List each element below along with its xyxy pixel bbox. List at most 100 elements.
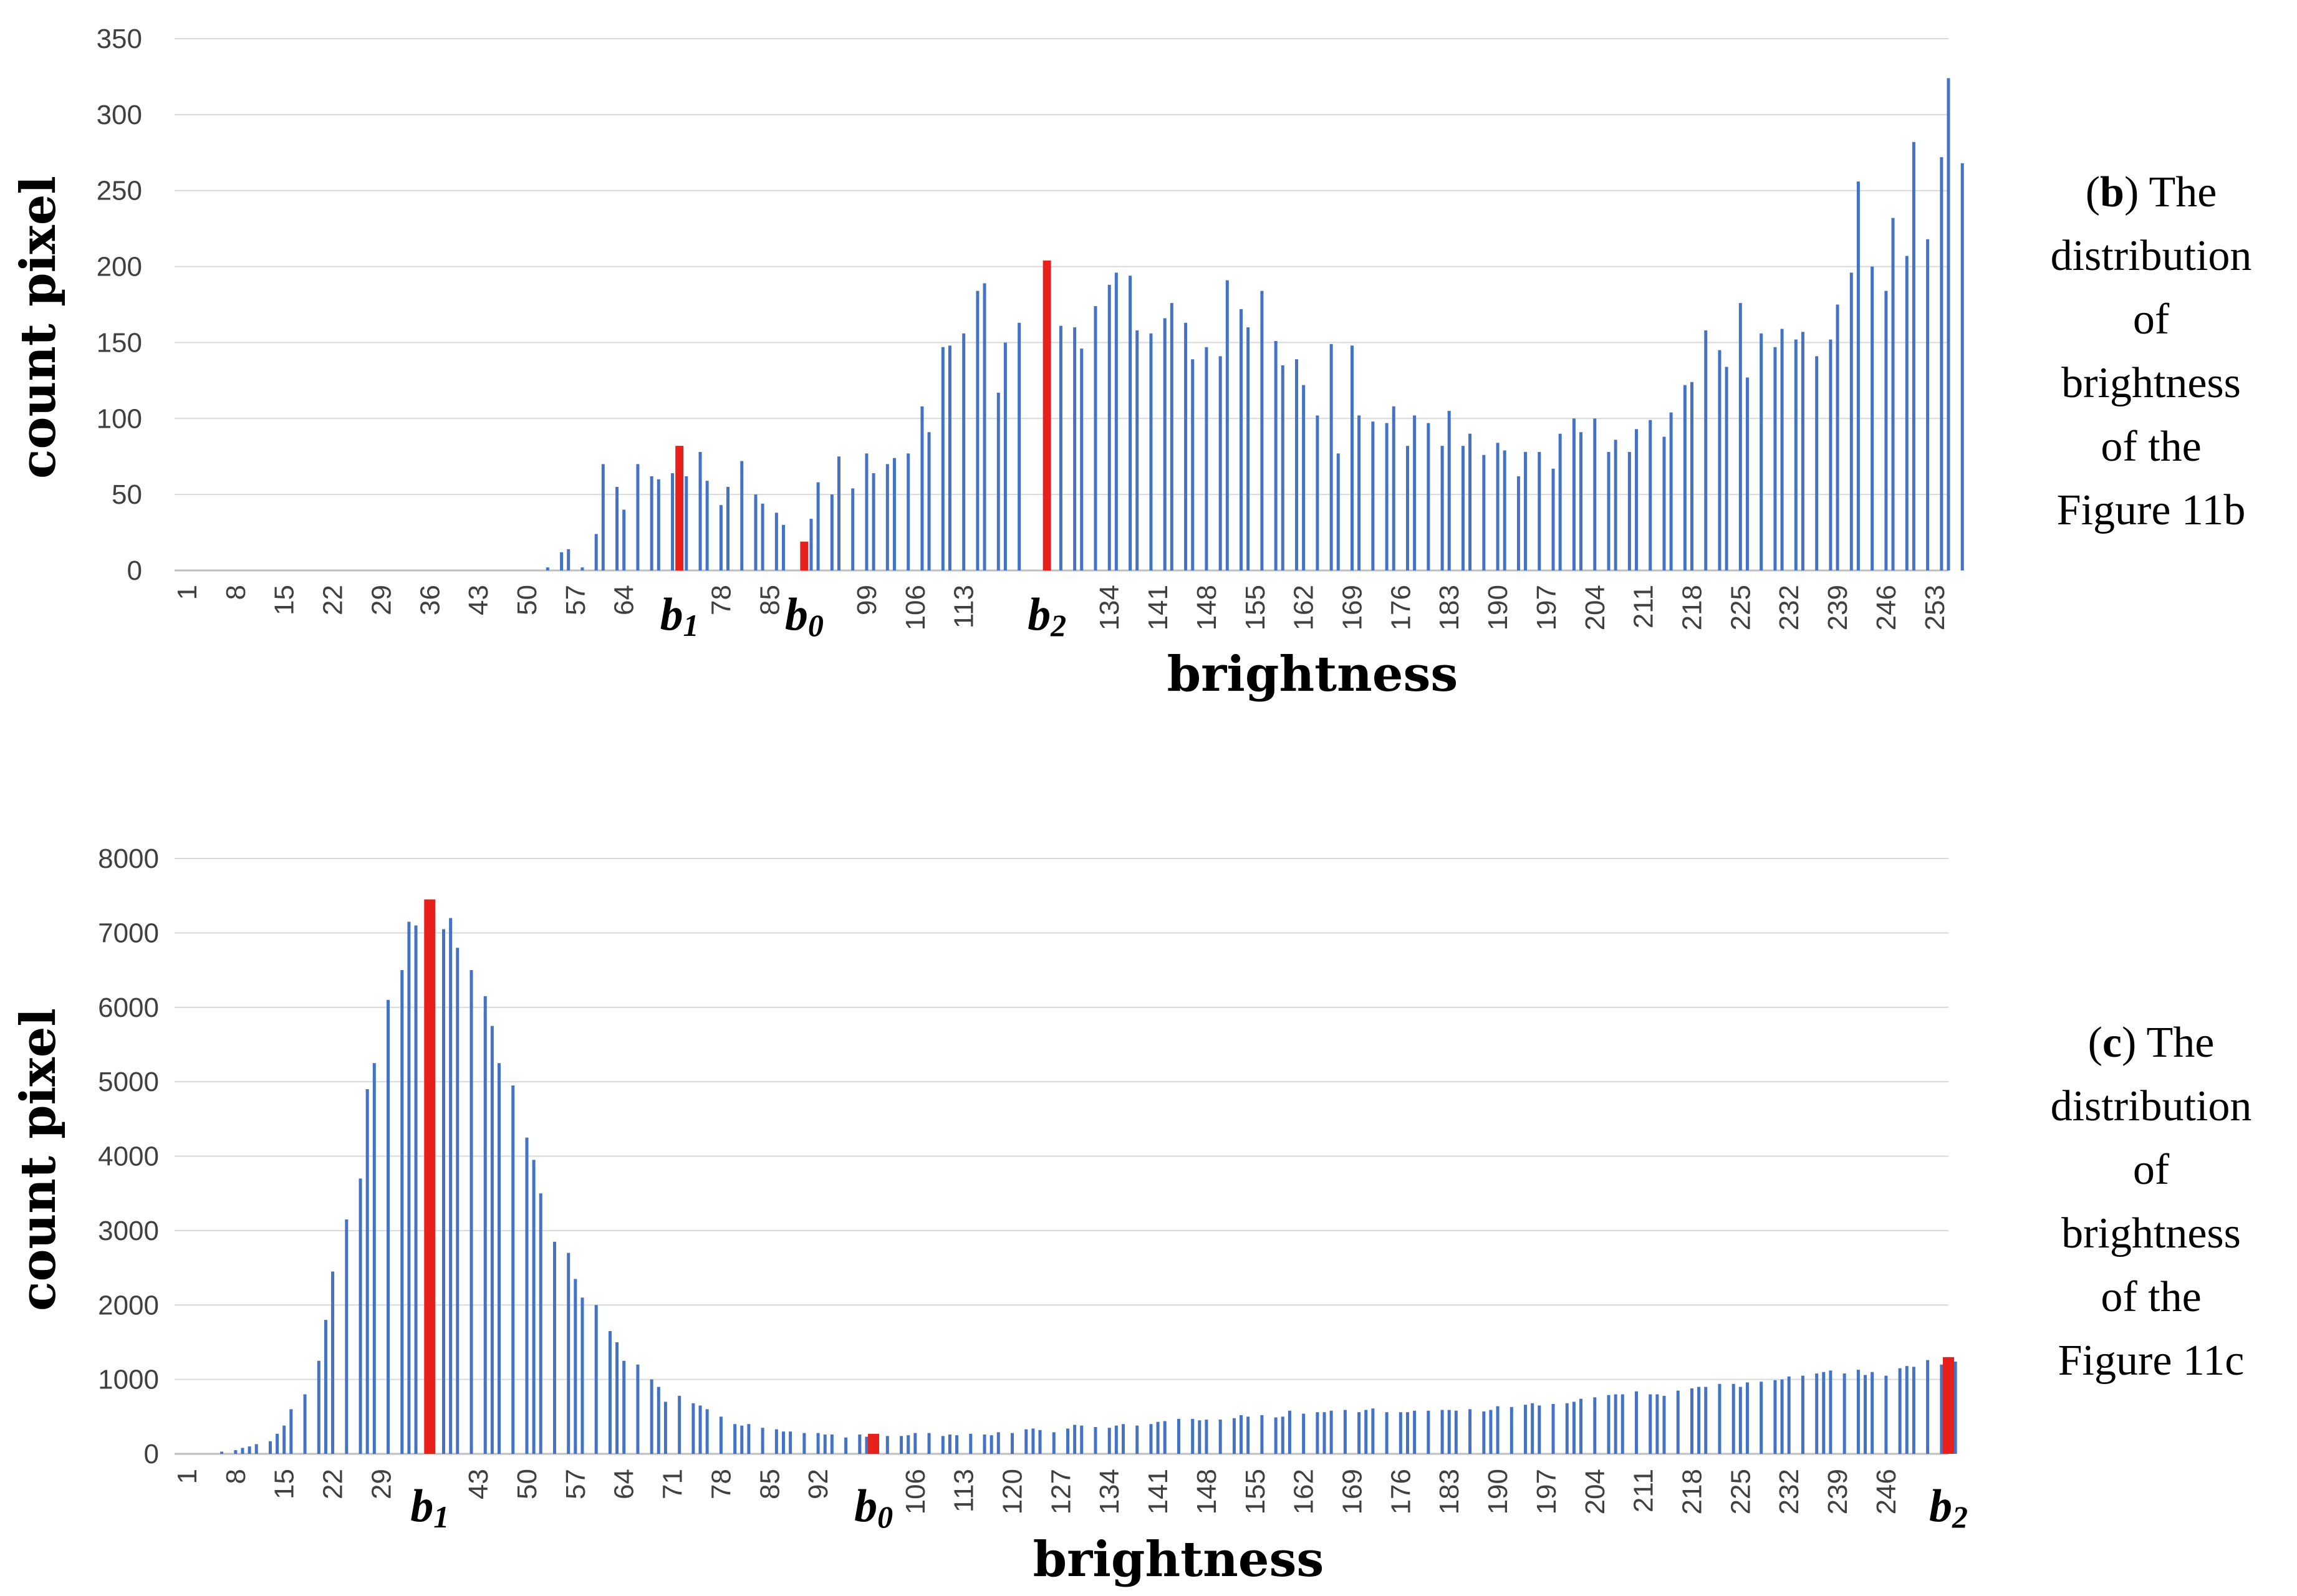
- bar: [900, 1436, 903, 1454]
- x-tick-label: 43: [463, 585, 494, 615]
- bar: [990, 1435, 993, 1454]
- bar: [1884, 291, 1888, 570]
- bar: [774, 512, 778, 570]
- bar: [1288, 1410, 1291, 1454]
- bar: [1745, 377, 1749, 570]
- bar: [317, 1360, 320, 1454]
- bar: [1704, 1387, 1708, 1454]
- x-tick-label: 92: [803, 1469, 834, 1499]
- bar: [1302, 385, 1306, 570]
- bar: [1447, 1410, 1451, 1454]
- bar: [1829, 339, 1832, 570]
- bar: [1329, 1410, 1333, 1454]
- bar: [1489, 1410, 1493, 1454]
- bar: [1281, 365, 1284, 570]
- bar: [1745, 1382, 1749, 1454]
- bar: [1191, 1418, 1195, 1454]
- bar: [1572, 1401, 1576, 1454]
- bar: [1551, 468, 1555, 570]
- bar: [1482, 1411, 1486, 1454]
- bar: [781, 524, 785, 570]
- bar: [442, 929, 446, 1454]
- x-tick-label: 239: [1823, 1469, 1853, 1514]
- bar: [1829, 1370, 1832, 1454]
- bar: [650, 1379, 653, 1454]
- bar: [830, 1434, 834, 1454]
- bar: [1260, 291, 1264, 570]
- caption-b-line: brightness: [2061, 359, 2241, 407]
- x-tick-label: 78: [706, 585, 736, 615]
- bar: [1960, 163, 1964, 570]
- bar: [1836, 304, 1839, 570]
- y-tick-label: 1000: [98, 1365, 159, 1395]
- bar: [705, 481, 709, 570]
- bar: [1579, 432, 1583, 570]
- x-tick-label: 15: [269, 585, 300, 615]
- x-tick-label: 50: [512, 585, 542, 615]
- bar: [636, 1364, 640, 1454]
- caption-c-line: Figure 11c: [2058, 1337, 2245, 1385]
- y-tick-label: 150: [97, 327, 142, 358]
- x-tick-label: 1: [172, 585, 203, 600]
- bar: [1662, 1395, 1666, 1454]
- bar: [1891, 218, 1895, 570]
- bar: [941, 1436, 945, 1454]
- bar: [816, 1433, 820, 1454]
- bar: [1898, 1368, 1902, 1454]
- bar: [1274, 340, 1278, 570]
- bar: [1295, 359, 1299, 570]
- x-tick-label: 36: [415, 585, 445, 615]
- threshold-marker: b2: [1929, 1481, 1968, 1534]
- bar: [885, 1436, 889, 1454]
- caption-b-letter: b: [2100, 168, 2124, 216]
- x-tick-label: 204: [1580, 1469, 1611, 1514]
- bar: [248, 1446, 251, 1454]
- x-tick-label: 29: [366, 1469, 397, 1499]
- bar: [1760, 333, 1763, 570]
- bar: [372, 1063, 376, 1454]
- bar: [532, 1160, 536, 1454]
- bar: [1635, 1391, 1639, 1454]
- x-tick-label: 106: [900, 585, 931, 630]
- bar: [962, 333, 966, 570]
- bar: [892, 458, 896, 570]
- bar: [1413, 1410, 1417, 1454]
- bar: [1801, 1375, 1804, 1454]
- bar: [1427, 1410, 1430, 1454]
- bar: [1760, 1382, 1763, 1454]
- bar: [1413, 415, 1417, 570]
- bar: [1482, 454, 1486, 570]
- highlight-bar: [675, 446, 684, 570]
- bar: [1926, 239, 1930, 570]
- bar: [574, 1279, 577, 1454]
- bar: [1405, 446, 1409, 570]
- bar: [1246, 1416, 1250, 1454]
- x-tick-label: 71: [658, 1469, 688, 1499]
- bar: [1177, 1418, 1180, 1454]
- bar: [1558, 433, 1562, 570]
- y-tick-label: 250: [97, 176, 142, 206]
- x-tick-label: 141: [1143, 1469, 1173, 1514]
- y-tick-label: 5000: [98, 1067, 159, 1097]
- bar: [1676, 1390, 1680, 1454]
- bar: [1149, 1424, 1153, 1454]
- bar: [927, 1433, 931, 1454]
- bar: [1240, 309, 1243, 570]
- bar: [1510, 1406, 1513, 1454]
- bar: [1815, 356, 1819, 570]
- bar: [1205, 1420, 1208, 1454]
- bar: [809, 519, 813, 570]
- bar: [1614, 440, 1617, 570]
- bar: [1773, 347, 1777, 570]
- bar: [615, 486, 619, 570]
- bar: [1725, 367, 1728, 570]
- bar: [1385, 423, 1389, 570]
- chart-b-brightness-histogram: 0 50 100 150 200 250 300 350 1 8 15 22 29 36 43 50 57 64 7…: [10, 24, 1964, 703]
- bar: [657, 479, 660, 570]
- bar: [1129, 276, 1132, 570]
- bar: [1614, 1394, 1617, 1454]
- y-tick-label: 4000: [98, 1142, 159, 1172]
- bar: [511, 1085, 515, 1454]
- bar: [865, 1436, 869, 1454]
- x-tick-label: 197: [1531, 585, 1562, 630]
